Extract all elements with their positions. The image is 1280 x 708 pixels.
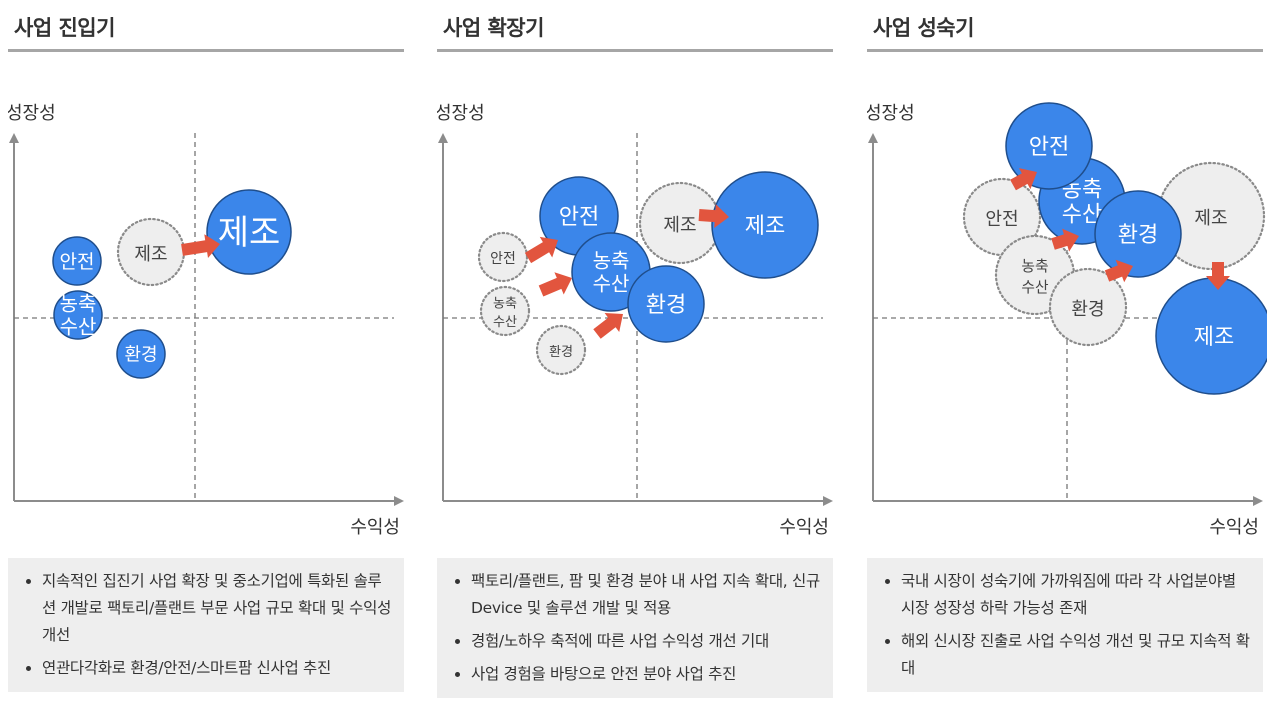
bubble-label: 제조 xyxy=(134,244,167,265)
x-axis-label: 수익성 xyxy=(1209,517,1259,538)
transition-arrow xyxy=(1010,168,1037,191)
description-box: 국내 시장이 성숙기에 가까워짐에 따라 각 사업분야별 시장 성장성 하락 가… xyxy=(867,558,1263,692)
bubble-label: 제조 xyxy=(1194,325,1234,350)
bubble-label: 제조 xyxy=(218,213,281,253)
transition-arrow xyxy=(1104,259,1133,283)
bullet-item: 연관다각화로 환경/안전/스마트팜 신사업 추진 xyxy=(42,655,392,682)
bubble-previous: 환경 xyxy=(535,324,587,376)
bubble-label: 환경 xyxy=(549,344,573,360)
y-axis-label: 성장성 xyxy=(437,103,485,124)
bubble-current: 제조 xyxy=(711,171,819,279)
bullet-item: 사업 경험을 바탕으로 안전 분야 사업 추진 xyxy=(471,661,821,688)
bubble-label: 환경 xyxy=(124,344,157,365)
bubble-current: 환경 xyxy=(627,265,705,343)
transition-arrow xyxy=(181,234,220,258)
bullet-item: 국내 시장이 성숙기에 가까워짐에 따라 각 사업분야별 시장 성장성 하락 가… xyxy=(901,568,1251,622)
bullet-item: 해외 신시장 진출로 사업 수익성 개선 및 규모 지속적 확대 xyxy=(901,628,1251,682)
bubble-current: 환경 xyxy=(1094,190,1182,278)
bubble-label: 수산 xyxy=(593,272,630,296)
title-divider xyxy=(437,49,833,52)
panel-title: 사업 확장기 xyxy=(443,16,544,40)
description-box: 팩토리/플랜트, 팜 및 환경 분야 내 사업 지속 확대, 신규 Device… xyxy=(437,558,833,698)
bubble-label: 환경 xyxy=(1071,299,1104,320)
transition-arrow xyxy=(1051,228,1079,252)
bubble-label: 농축 xyxy=(493,296,517,312)
bubble-label: 농축 xyxy=(593,249,630,273)
bubble-label: 수산 xyxy=(1021,279,1049,296)
y-axis-label: 성장성 xyxy=(867,103,915,124)
bubble-label: 안전 xyxy=(60,251,95,273)
bubble-label: 환경 xyxy=(1118,223,1158,248)
bubble-current: 제조 xyxy=(1155,277,1267,395)
bubble-current: 환경 xyxy=(116,329,166,379)
bullet-item: 경험/노하우 축적에 따른 사업 수익성 개선 기대 xyxy=(471,628,821,655)
bubble-label: 제조 xyxy=(745,214,785,239)
bubble-label: 안전 xyxy=(985,209,1018,230)
bubble-label: 안전 xyxy=(490,251,516,267)
bubble-label: 농축 xyxy=(1021,258,1048,275)
x-axis-label: 수익성 xyxy=(350,517,400,538)
bubble-label: 수산 xyxy=(1062,203,1102,228)
bubble-previous: 제조 xyxy=(116,217,186,287)
description-box: 지속적인 집진기 사업 확장 및 중소기업에 특화된 솔루션 개발로 팩토리/플… xyxy=(8,558,404,692)
bubble-previous: 안전 xyxy=(477,231,529,283)
bubble-current: 제조 xyxy=(206,189,292,275)
bubble-current: 안전 xyxy=(52,236,102,286)
bubble-label: 환경 xyxy=(646,293,686,318)
panel-title: 사업 성숙기 xyxy=(873,16,974,40)
title-divider xyxy=(867,49,1263,52)
transition-arrow xyxy=(1206,262,1230,290)
panel-title: 사업 진입기 xyxy=(14,16,115,40)
bubble-current: 안전 xyxy=(1005,102,1093,190)
bubble-label: 농축 xyxy=(60,292,97,316)
bubble-label: 수산 xyxy=(60,315,97,339)
bubble-label: 안전 xyxy=(1029,135,1069,160)
bubble-previous: 제조 xyxy=(1156,161,1266,271)
bubble-label: 제조 xyxy=(1194,208,1227,229)
transition-arrow xyxy=(538,272,572,297)
bubble-label: 제조 xyxy=(663,215,696,236)
bubble-label: 수산 xyxy=(493,314,517,330)
y-axis-label: 성장성 xyxy=(8,103,56,124)
bubble-label: 안전 xyxy=(559,205,599,230)
x-axis-label: 수익성 xyxy=(779,517,829,538)
title-divider xyxy=(8,49,404,52)
bubble-previous: 제조 xyxy=(638,181,722,265)
transition-arrow xyxy=(698,204,729,228)
transition-arrow xyxy=(524,236,558,264)
bullet-item: 팩토리/플랜트, 팜 및 환경 분야 내 사업 지속 확대, 신규 Device… xyxy=(471,568,821,622)
bubble-previous: 환경 xyxy=(1048,267,1128,347)
transition-arrow xyxy=(593,313,623,339)
bullet-item: 지속적인 집진기 사업 확장 및 중소기업에 특화된 솔루션 개발로 팩토리/플… xyxy=(42,568,392,649)
